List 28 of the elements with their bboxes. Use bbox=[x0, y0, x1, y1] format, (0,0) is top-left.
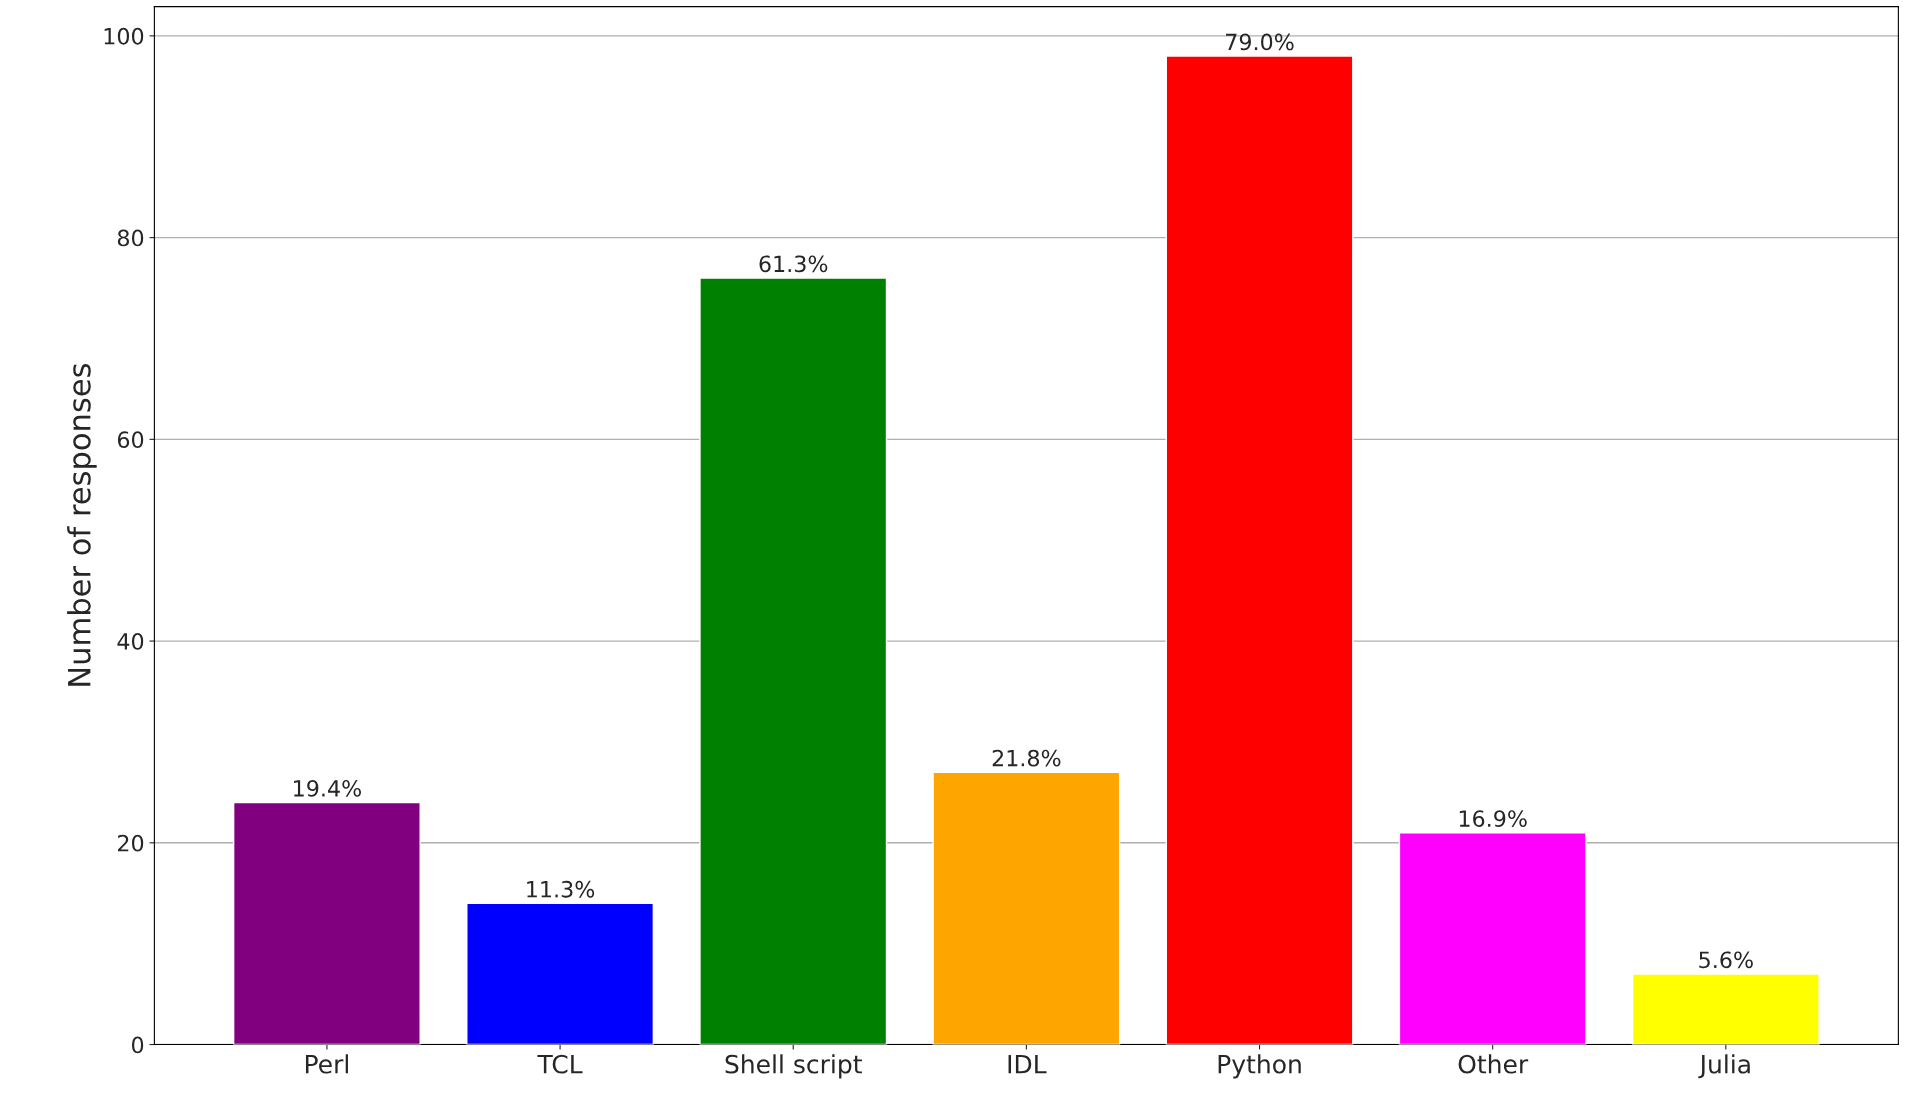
annotation: 61.3% bbox=[759, 255, 828, 273]
bar bbox=[1165, 55, 1354, 1045]
annotation: 5.6% bbox=[1699, 951, 1753, 969]
bar bbox=[1631, 973, 1820, 1045]
annotation: 79.0% bbox=[1226, 33, 1294, 51]
x-tick-label: Other bbox=[1458, 1054, 1529, 1074]
bar bbox=[699, 277, 888, 1045]
y-axis-title: Number of responses bbox=[67, 363, 97, 686]
y-tick-label: 100 bbox=[104, 27, 144, 45]
bar bbox=[932, 771, 1121, 1045]
y-tick-label: 0 bbox=[131, 1036, 144, 1054]
annotation: 19.4% bbox=[294, 779, 361, 797]
bar bbox=[232, 801, 421, 1045]
x-tick-label: Python bbox=[1218, 1054, 1301, 1079]
x-tick-label: Shell script bbox=[725, 1054, 862, 1079]
y-tick-label: 40 bbox=[117, 633, 144, 650]
annotation: 21.8% bbox=[992, 749, 1061, 767]
y-tick-label: 20 bbox=[118, 834, 144, 852]
x-tick-label: IDL bbox=[1008, 1055, 1047, 1074]
annotation: 11.3% bbox=[527, 880, 595, 898]
x-tick-label: Julia bbox=[1698, 1054, 1750, 1079]
bar bbox=[1398, 832, 1587, 1045]
x-tick-label: Perl bbox=[305, 1054, 348, 1074]
y-tick-label: 80 bbox=[117, 229, 144, 247]
y-tick-label: 60 bbox=[117, 431, 144, 449]
x-tick-label: TCL bbox=[537, 1054, 583, 1074]
annotation: 16.9% bbox=[1459, 810, 1527, 828]
bar bbox=[466, 902, 655, 1045]
